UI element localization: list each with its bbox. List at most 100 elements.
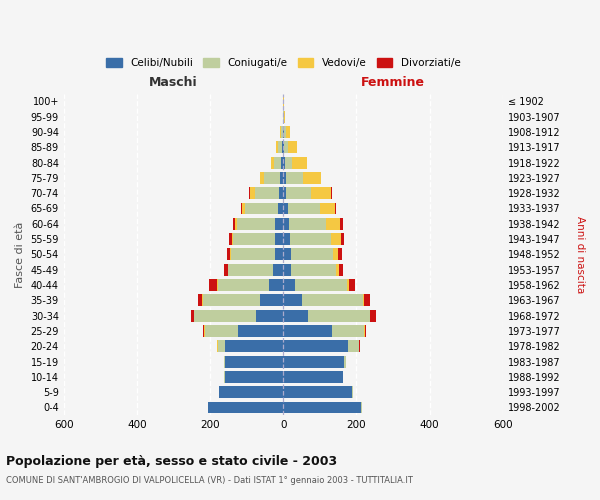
Bar <box>283 371 343 383</box>
Bar <box>241 202 242 214</box>
Bar <box>273 264 283 276</box>
Bar <box>256 310 283 322</box>
Bar <box>275 218 283 230</box>
Bar <box>269 279 283 291</box>
Bar <box>331 233 341 245</box>
Bar <box>283 172 286 184</box>
Bar <box>225 371 283 383</box>
Bar <box>281 156 283 168</box>
Bar <box>283 142 284 153</box>
Bar <box>283 156 285 168</box>
Bar <box>275 248 283 260</box>
Bar <box>326 218 340 230</box>
Bar <box>286 172 303 184</box>
Text: COMUNE DI SANT'AMBROGIO DI VALPOLICELLA (VR) - Dati ISTAT 1° gennaio 2003 - TUTT: COMUNE DI SANT'AMBROGIO DI VALPOLICELLA … <box>6 476 413 485</box>
Bar <box>218 279 269 291</box>
Bar <box>224 356 225 368</box>
Bar <box>235 218 237 230</box>
Bar <box>225 356 283 368</box>
Bar <box>311 187 331 199</box>
Bar <box>359 340 360 352</box>
Bar <box>237 218 275 230</box>
Bar <box>232 248 275 260</box>
Bar <box>271 156 274 168</box>
Bar <box>288 142 297 153</box>
Bar <box>340 218 343 230</box>
Bar <box>336 264 339 276</box>
Bar <box>191 310 194 322</box>
Bar <box>335 202 337 214</box>
Bar <box>260 172 264 184</box>
Bar <box>264 172 280 184</box>
Bar <box>289 218 326 230</box>
Bar <box>204 325 205 337</box>
Bar <box>292 156 307 168</box>
Bar <box>209 279 217 291</box>
Bar <box>229 233 232 245</box>
Bar <box>361 402 362 413</box>
Bar <box>197 294 202 306</box>
Bar <box>238 325 283 337</box>
Bar <box>284 142 288 153</box>
Bar <box>275 233 283 245</box>
Bar <box>283 126 284 138</box>
Bar <box>283 386 352 398</box>
Bar <box>218 340 225 352</box>
Bar <box>283 202 287 214</box>
Bar <box>339 264 343 276</box>
Bar <box>245 202 278 214</box>
Y-axis label: Fasce di età: Fasce di età <box>15 221 25 288</box>
Bar <box>286 126 290 138</box>
Bar <box>283 218 289 230</box>
Bar <box>370 310 376 322</box>
Bar <box>229 264 273 276</box>
Bar <box>279 187 283 199</box>
Bar <box>219 386 283 398</box>
Bar <box>285 156 292 168</box>
Bar <box>320 202 335 214</box>
Bar <box>331 187 332 199</box>
Bar <box>284 110 285 122</box>
Bar <box>364 325 365 337</box>
Bar <box>274 156 281 168</box>
Bar <box>347 279 349 291</box>
Y-axis label: Anni di nascita: Anni di nascita <box>575 216 585 293</box>
Bar <box>233 218 235 230</box>
Bar <box>283 264 292 276</box>
Bar <box>208 402 283 413</box>
Bar <box>283 310 308 322</box>
Bar <box>283 356 344 368</box>
Bar <box>250 187 255 199</box>
Bar <box>280 126 281 138</box>
Bar <box>227 248 230 260</box>
Bar <box>349 340 359 352</box>
Bar <box>202 294 203 306</box>
Bar <box>194 310 256 322</box>
Bar <box>217 279 218 291</box>
Bar <box>224 264 227 276</box>
Bar <box>280 172 283 184</box>
Bar <box>302 294 362 306</box>
Bar <box>283 294 302 306</box>
Bar <box>281 126 283 138</box>
Bar <box>283 233 290 245</box>
Bar <box>283 325 332 337</box>
Bar <box>205 325 238 337</box>
Bar <box>365 325 366 337</box>
Bar <box>283 402 361 413</box>
Text: Maschi: Maschi <box>149 76 198 89</box>
Bar <box>290 233 331 245</box>
Bar <box>283 187 286 199</box>
Bar <box>203 325 204 337</box>
Bar <box>283 96 284 108</box>
Bar <box>352 386 353 398</box>
Bar <box>283 340 349 352</box>
Bar <box>217 340 218 352</box>
Legend: Celibi/Nubili, Coniugati/e, Vedovi/e, Divorziati/e: Celibi/Nubili, Coniugati/e, Vedovi/e, Di… <box>102 54 465 72</box>
Bar <box>344 356 346 368</box>
Bar <box>295 279 347 291</box>
Bar <box>203 294 260 306</box>
Bar <box>292 264 336 276</box>
Bar <box>284 126 286 138</box>
Bar <box>283 279 295 291</box>
